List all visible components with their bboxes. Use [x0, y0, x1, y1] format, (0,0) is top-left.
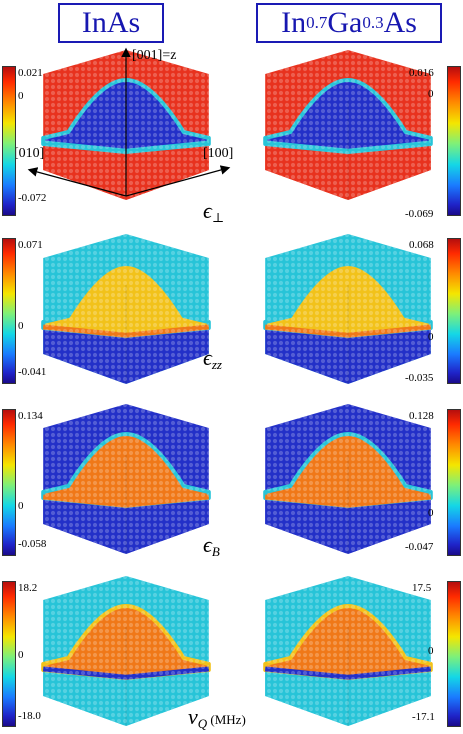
header-inas-text: InAs: [81, 6, 141, 39]
colorbar-left-row4: [2, 581, 16, 727]
cube-panel-r2-c1: [41, 234, 211, 384]
tick-left-row2-max: 0.071: [18, 239, 43, 251]
tick-left-row1-max: 0.021: [18, 67, 43, 79]
tick-left-row1-zero: 0: [18, 90, 24, 102]
colorbar-left-row3: [2, 409, 16, 556]
cube-panel-r4-c1: [41, 576, 211, 726]
tick-left-row4-min: -18.0: [18, 710, 41, 722]
tick-right-row1-zero: 0: [428, 88, 434, 100]
row-label-ezz-main: ϵ: [203, 345, 212, 370]
tick-right-row2-zero: 0: [428, 331, 434, 343]
colorbar-right-row2: [447, 238, 461, 384]
cube-panel-r3-c2: [263, 404, 433, 554]
tick-right-row3-max: 0.128: [409, 410, 434, 422]
x-axis-arrow: [125, 165, 231, 197]
tick-right-row4-max: 17.5: [412, 582, 432, 594]
colorbar-right-row1: [447, 66, 461, 216]
row-label-nuq-sub: Q: [197, 716, 208, 731]
tick-right-row2-min: -0.035: [405, 372, 434, 384]
row-label-ezz: ϵzz: [203, 345, 222, 373]
row-label-eb: ϵB: [203, 532, 220, 560]
tick-right-row3-zero: 0: [428, 507, 434, 519]
colorbar-right-row3: [447, 409, 461, 556]
tick-left-row3-min: -0.058: [18, 538, 47, 550]
tick-left-row2-zero: 0: [18, 320, 24, 332]
axis-label-x: [100]: [203, 146, 234, 161]
tick-right-row4-min: -17.1: [412, 711, 435, 723]
tick-right-row3-min: -0.047: [405, 541, 434, 553]
header-ingaas-sub2: 0.3: [362, 13, 384, 32]
row-label-nuq: νQ (MHz): [188, 704, 246, 732]
colorbar-right-row4: [447, 581, 461, 727]
header-ingaas-ga: Ga: [327, 6, 363, 39]
colorbar-left-row2: [2, 238, 16, 384]
tick-right-row2-max: 0.068: [409, 239, 434, 251]
row-label-eb-sub: B: [211, 544, 220, 559]
axis-label-z: [001]=z: [132, 48, 177, 63]
y-axis-arrow: [27, 167, 127, 197]
axis-label-y: [010]: [14, 146, 45, 161]
tick-right-row1-min: -0.069: [405, 208, 434, 220]
header-inas: InAs: [58, 3, 164, 43]
header-ingaas-in: In: [281, 6, 307, 39]
row-label-nuq-unit: (MHz): [207, 712, 246, 727]
tick-left-row4-zero: 0: [18, 649, 24, 661]
tick-left-row3-max: 0.134: [18, 410, 43, 422]
cube-panel-r1-c2: [263, 50, 433, 200]
tick-right-row1-max: 0.016: [409, 67, 434, 79]
row-label-ezz-sub: zz: [211, 357, 222, 372]
row-label-eperp: ϵ⊥: [203, 198, 224, 226]
colorbar-left-row1: [2, 66, 16, 216]
cube-panel-r3-c1: [41, 404, 211, 554]
cube-panel-r4-c2: [263, 576, 433, 726]
tick-left-row1-min: -0.072: [18, 192, 47, 204]
tick-left-row4-max: 18.2: [18, 582, 38, 594]
header-ingaas-sub1: 0.7: [306, 13, 328, 32]
tick-right-row4-zero: 0: [428, 645, 434, 657]
tick-left-row2-min: -0.041: [18, 366, 47, 378]
cube-panel-r2-c2: [263, 234, 433, 384]
header-ingaas-as: As: [383, 6, 417, 39]
header-ingaas: In 0.7 Ga 0.3 As: [256, 3, 442, 43]
row-label-eperp-sub: ⊥: [211, 210, 225, 225]
row-label-eb-main: ϵ: [203, 532, 212, 557]
row-label-nuq-main: ν: [188, 704, 198, 729]
row-label-eperp-main: ϵ: [203, 198, 212, 223]
tick-left-row3-zero: 0: [18, 500, 24, 512]
